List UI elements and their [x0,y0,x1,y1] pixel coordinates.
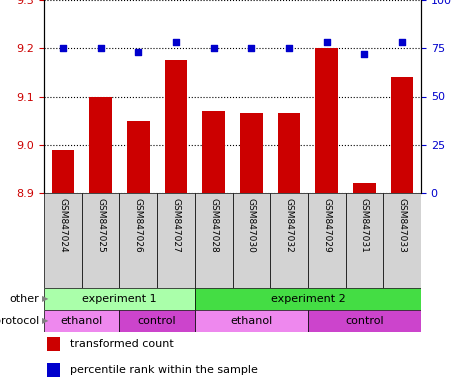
Bar [44,310,120,332]
Bar [82,193,120,288]
Point [286,45,293,51]
Bar [308,193,345,288]
Text: GSM847024: GSM847024 [58,198,67,252]
Text: GSM847027: GSM847027 [172,198,180,253]
Point [210,45,217,51]
Point [172,40,179,46]
Bar [345,193,383,288]
Text: ▶: ▶ [42,316,48,326]
Bar [52,150,74,193]
Text: GSM847031: GSM847031 [360,198,369,253]
Text: transformed count: transformed count [70,339,173,349]
Bar [195,193,232,288]
Bar [240,113,263,193]
Text: GSM847032: GSM847032 [285,198,293,253]
Text: GSM847028: GSM847028 [209,198,218,253]
Bar [232,193,270,288]
Text: experiment 1: experiment 1 [82,294,157,304]
Text: ethanol: ethanol [60,316,103,326]
Bar [278,113,300,193]
Bar [270,193,308,288]
Point [59,45,66,51]
Point [399,40,406,46]
Bar [127,121,150,193]
Text: control: control [345,316,384,326]
Bar [89,96,112,193]
Bar [46,362,60,377]
Point [248,45,255,51]
Bar [315,48,338,193]
Bar [195,310,308,332]
Text: protocol: protocol [0,316,40,326]
Text: control: control [138,316,176,326]
Bar [308,310,421,332]
Text: GSM847033: GSM847033 [398,198,407,253]
Text: GSM847030: GSM847030 [247,198,256,253]
Bar [165,60,187,193]
Bar [44,193,82,288]
Point [361,51,368,57]
Text: percentile rank within the sample: percentile rank within the sample [70,365,258,375]
Text: experiment 2: experiment 2 [271,294,345,304]
Point [97,45,104,51]
Bar [44,288,195,310]
Bar [157,193,195,288]
Text: ▶: ▶ [42,295,48,303]
Bar [46,337,60,351]
Bar [195,288,421,310]
Text: GSM847029: GSM847029 [322,198,331,253]
Bar [353,183,376,193]
Bar [120,193,157,288]
Bar [391,77,413,193]
Text: other: other [10,294,40,304]
Text: GSM847026: GSM847026 [134,198,143,253]
Bar [383,193,421,288]
Point [134,49,142,55]
Bar [120,310,195,332]
Bar [202,111,225,193]
Point [323,40,331,46]
Text: ethanol: ethanol [230,316,272,326]
Text: GSM847025: GSM847025 [96,198,105,253]
